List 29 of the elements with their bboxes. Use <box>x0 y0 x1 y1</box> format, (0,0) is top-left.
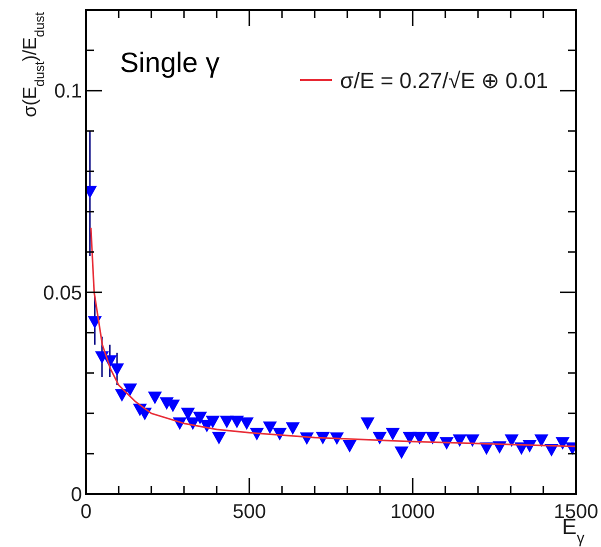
annotation: Single γ <box>120 47 220 78</box>
y-tick-label: 0.05 <box>43 282 82 304</box>
legend-label: σ/E = 0.27/√E ⊕ 0.01 <box>340 68 548 93</box>
point <box>534 434 548 447</box>
point <box>504 434 519 447</box>
point <box>360 417 375 430</box>
point <box>394 446 409 460</box>
x-tick-label: 1000 <box>390 501 435 523</box>
point <box>212 432 226 445</box>
y-tick-label: 0 <box>70 484 82 506</box>
point <box>372 432 387 445</box>
point <box>148 392 162 404</box>
point <box>465 434 480 447</box>
point <box>286 422 300 435</box>
point <box>556 437 570 450</box>
point <box>123 384 138 396</box>
x-tick-label: 500 <box>232 501 266 523</box>
point <box>230 416 244 428</box>
point <box>342 440 357 453</box>
point <box>262 421 277 434</box>
point <box>193 412 208 424</box>
y-tick-label: 0.1 <box>54 80 82 103</box>
point <box>426 432 440 445</box>
point <box>240 417 254 430</box>
point <box>206 416 220 428</box>
point <box>220 416 234 428</box>
point <box>110 363 124 376</box>
point <box>386 428 400 440</box>
point <box>412 432 427 445</box>
